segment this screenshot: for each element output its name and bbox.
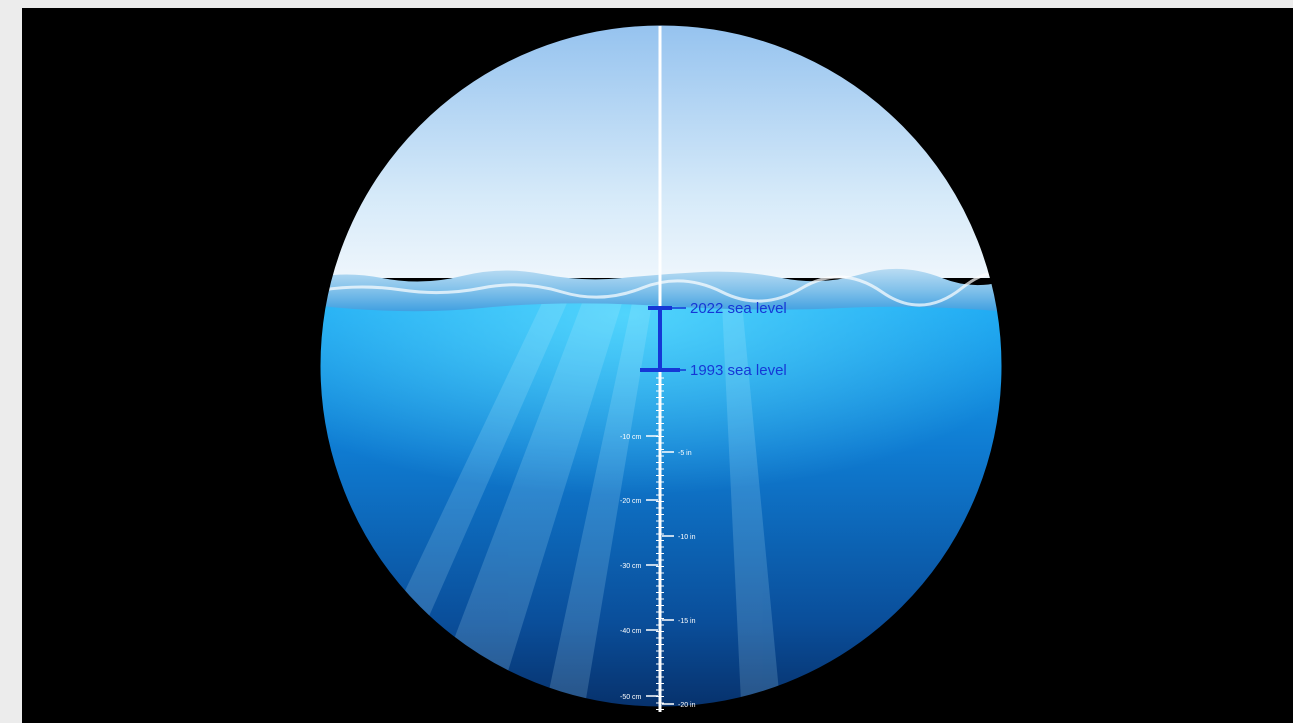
cm-scale: -10 cm -20 cm -30 cm -40 cm -50 cm: [620, 434, 658, 701]
sky: [320, 25, 1002, 278]
wave-highlights: [321, 271, 1002, 307]
label-2022-sea-level: 2022 sea level: [690, 300, 787, 317]
water-surface: [320, 268, 1002, 313]
cm-label: -20 cm: [620, 498, 642, 505]
label-1993-sea-level: 1993 sea level: [690, 362, 787, 379]
inch-label: -5 in: [678, 450, 692, 457]
cm-label: -10 cm: [620, 434, 642, 441]
top-border: [0, 0, 1293, 8]
marker-1993: 1993 sea level: [640, 362, 787, 379]
left-border: [0, 0, 22, 723]
cm-label: -40 cm: [620, 628, 642, 635]
cm-label: -50 cm: [620, 694, 642, 701]
inch-label: -15 in: [678, 618, 696, 625]
marker-2022: 2022 sea level: [648, 300, 787, 317]
inch-label: -20 in: [678, 702, 696, 709]
porthole-graphic: 2022 sea level 1993 sea level -10 cm -20…: [319, 24, 1003, 712]
cm-label: -30 cm: [620, 563, 642, 570]
sea-level-porthole-scene: 2022 sea level 1993 sea level -10 cm -20…: [22, 8, 1293, 723]
ruler-ticks: [656, 377, 664, 710]
inch-label: -10 in: [678, 534, 696, 541]
inch-scale: -5 in -10 in -15 in -20 in: [662, 450, 696, 709]
